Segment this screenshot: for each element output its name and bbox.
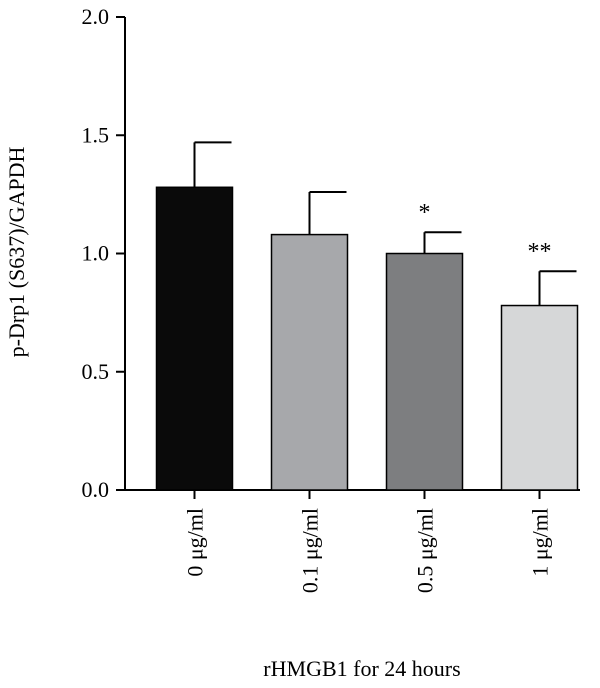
- significance-marker: *: [419, 200, 431, 226]
- significance-marker: **: [528, 239, 552, 265]
- bars: [155, 141, 579, 491]
- y-tick-label: 1.0: [82, 241, 110, 266]
- x-axis-title: rHMGB1 for 24 hours: [263, 656, 460, 681]
- bar: [500, 304, 579, 491]
- y-tick-label: 2.0: [82, 4, 110, 29]
- x-tick-label: 0.1 μg/ml: [298, 508, 323, 593]
- y-tick-label: 1.5: [82, 122, 110, 147]
- x-tick-label: 0.5 μg/ml: [413, 508, 438, 593]
- y-axis-title: p-Drp1 (S637)/GAPDH: [4, 146, 29, 357]
- y-tick-label: 0.0: [82, 477, 110, 502]
- labels: 0 μg/ml 0.1 μg/ml * 0.5 μg/ml ** 1 μg/ml: [183, 200, 553, 593]
- y-tick-label: 0.5: [82, 359, 110, 384]
- bar: [270, 233, 349, 491]
- bar: [155, 186, 234, 491]
- x-tick-label: 1 μg/ml: [528, 508, 553, 577]
- bar: [385, 252, 464, 491]
- x-tick-label: 0 μg/ml: [183, 508, 208, 577]
